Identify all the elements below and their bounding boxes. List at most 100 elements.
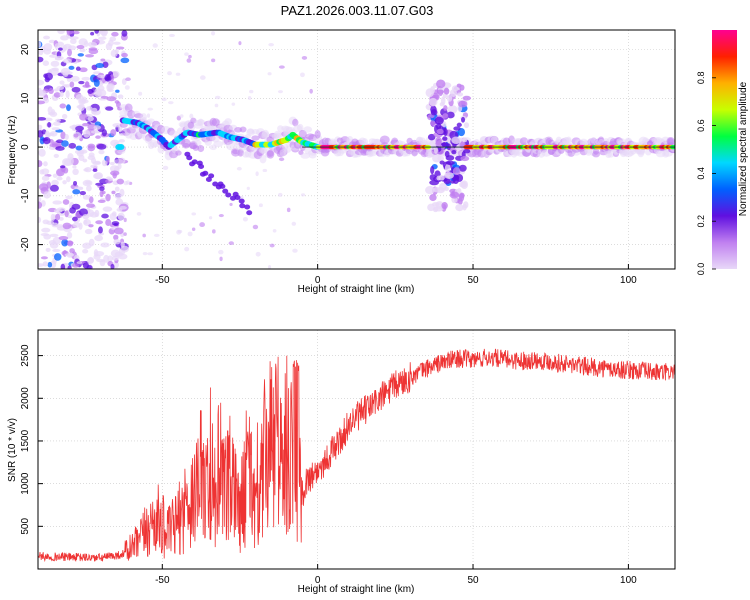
spectrogram-y-tick-label: -10 — [20, 188, 31, 203]
spectrogram-cell — [68, 142, 77, 149]
spectrogram-cell — [82, 213, 90, 220]
spectrogram-cell — [427, 133, 436, 141]
spectrogram-cell — [451, 136, 462, 145]
spectrogram-cell — [425, 186, 435, 195]
spectrogram-cell — [462, 137, 468, 143]
spectrogram-cell — [86, 185, 92, 192]
spectrogram-cell — [75, 66, 81, 71]
spectrogram-cell — [272, 229, 277, 233]
spectrogram-cell — [117, 94, 124, 99]
spectrogram-cell — [83, 219, 92, 226]
spectrogram-cell — [242, 217, 248, 222]
colorbar: 0.0 0.2 0.4 0.6 0.8 Normalized spectral ampl… — [696, 30, 749, 275]
spectrogram-cell — [138, 91, 143, 96]
spectrogram-cell — [88, 48, 99, 55]
spectrogram-cell — [99, 186, 105, 192]
spectrogram-y-tick-label: 20 — [20, 44, 31, 56]
snr-y-tick-label: 1000 — [20, 472, 31, 495]
spectrogram-cell — [51, 222, 59, 228]
spectrogram-cell — [286, 207, 291, 213]
spectrogram-cell — [60, 131, 66, 140]
spectrogram-cell — [456, 92, 464, 97]
spectrogram-cell — [50, 213, 56, 222]
spectrogram-cell — [102, 206, 113, 212]
spectrogram-cell — [460, 155, 470, 162]
spectrogram-cell — [268, 265, 272, 269]
spectrogram-cell — [439, 102, 445, 107]
spectrogram-cell — [43, 43, 53, 51]
spectrogram-cell — [199, 222, 205, 228]
spectrogram-cell — [82, 248, 89, 254]
spectrogram-cell — [114, 186, 120, 192]
spectrogram-cell — [98, 36, 107, 41]
spectrogram-cell — [592, 147, 600, 155]
spectrogram-cell — [255, 171, 259, 177]
spectrogram-cell — [361, 138, 369, 147]
spectrogram-cell — [239, 203, 246, 209]
spectrogram-cell — [449, 191, 460, 199]
spectrogram-cell — [67, 215, 73, 219]
spectrogram-cell — [114, 193, 122, 200]
spectrogram-cell — [83, 40, 89, 47]
spectrogram-cell — [191, 227, 196, 232]
spectrogram-cell — [105, 218, 112, 226]
spectrogram-cell — [49, 233, 59, 238]
spectrogram-cell — [120, 57, 130, 64]
spectrogram-cell — [69, 36, 79, 40]
spectrogram-cell — [262, 168, 268, 173]
spectrogram-cell — [88, 196, 94, 204]
spectrogram-cell — [458, 164, 467, 172]
spectrogram-cell — [278, 65, 285, 69]
spectrogram-cell — [87, 41, 98, 47]
spectrogram-cell — [249, 89, 254, 94]
spectrogram-cell — [667, 137, 674, 147]
spectrogram-cell — [53, 208, 63, 213]
spectrogram-cell — [447, 105, 458, 114]
spectrogram-cell — [38, 41, 42, 48]
spectrogram-cell — [83, 129, 91, 138]
spectrogram-cell — [58, 235, 69, 241]
spectrogram-cell — [95, 135, 101, 139]
spectrogram-cell — [124, 85, 130, 90]
spectrogram-cell — [228, 241, 234, 246]
spectrogram-cell — [298, 129, 307, 139]
spectrogram-cell — [65, 195, 73, 200]
spectrogram-cell — [92, 168, 98, 173]
spectrogram-cell — [101, 213, 109, 219]
snr-y-label: SNR (10 * v/v) — [7, 418, 18, 482]
spectrogram-cell — [97, 199, 106, 203]
spectrogram-cell — [197, 144, 205, 153]
spectrogram-cell — [90, 164, 98, 169]
spectrogram-cell — [94, 209, 100, 218]
spectrogram-cell — [446, 111, 455, 119]
spectrogram-cell — [110, 263, 115, 269]
spectrogram-cell — [88, 224, 94, 228]
spectrogram-cell — [434, 116, 444, 125]
spectrogram-cell — [62, 180, 67, 185]
spectrogram-cell — [100, 95, 109, 99]
spectrogram-cell — [72, 222, 81, 228]
spectrogram-cell — [72, 165, 77, 169]
snr-x-ticks: -50 0 50 100 — [155, 564, 637, 586]
spectrogram-cell — [449, 89, 457, 97]
spectrogram-cell — [192, 144, 200, 151]
spectrogram-cell — [44, 130, 50, 139]
spectrogram-cell — [38, 79, 45, 86]
spectrogram-cell — [66, 30, 74, 35]
spectrogram-cell — [262, 129, 269, 137]
spectrogram-cell — [42, 136, 51, 145]
spectrogram-cell — [199, 75, 206, 80]
spectrogram-cell — [208, 173, 215, 179]
spectrogram-cell — [430, 109, 438, 116]
spectrogram-cell — [444, 172, 454, 179]
spectrogram-cell — [105, 106, 114, 111]
spectrogram-cell — [432, 186, 441, 193]
spectrogram-cell — [202, 170, 209, 176]
spectrogram-cell — [56, 176, 63, 181]
spectrogram-cell — [105, 193, 111, 202]
spectrogram-cell — [451, 149, 457, 155]
spectrogram-cell — [111, 255, 119, 261]
spectrogram-cell — [184, 246, 190, 252]
spectrogram-cell — [101, 159, 108, 167]
spectrogram-cell — [62, 222, 72, 230]
